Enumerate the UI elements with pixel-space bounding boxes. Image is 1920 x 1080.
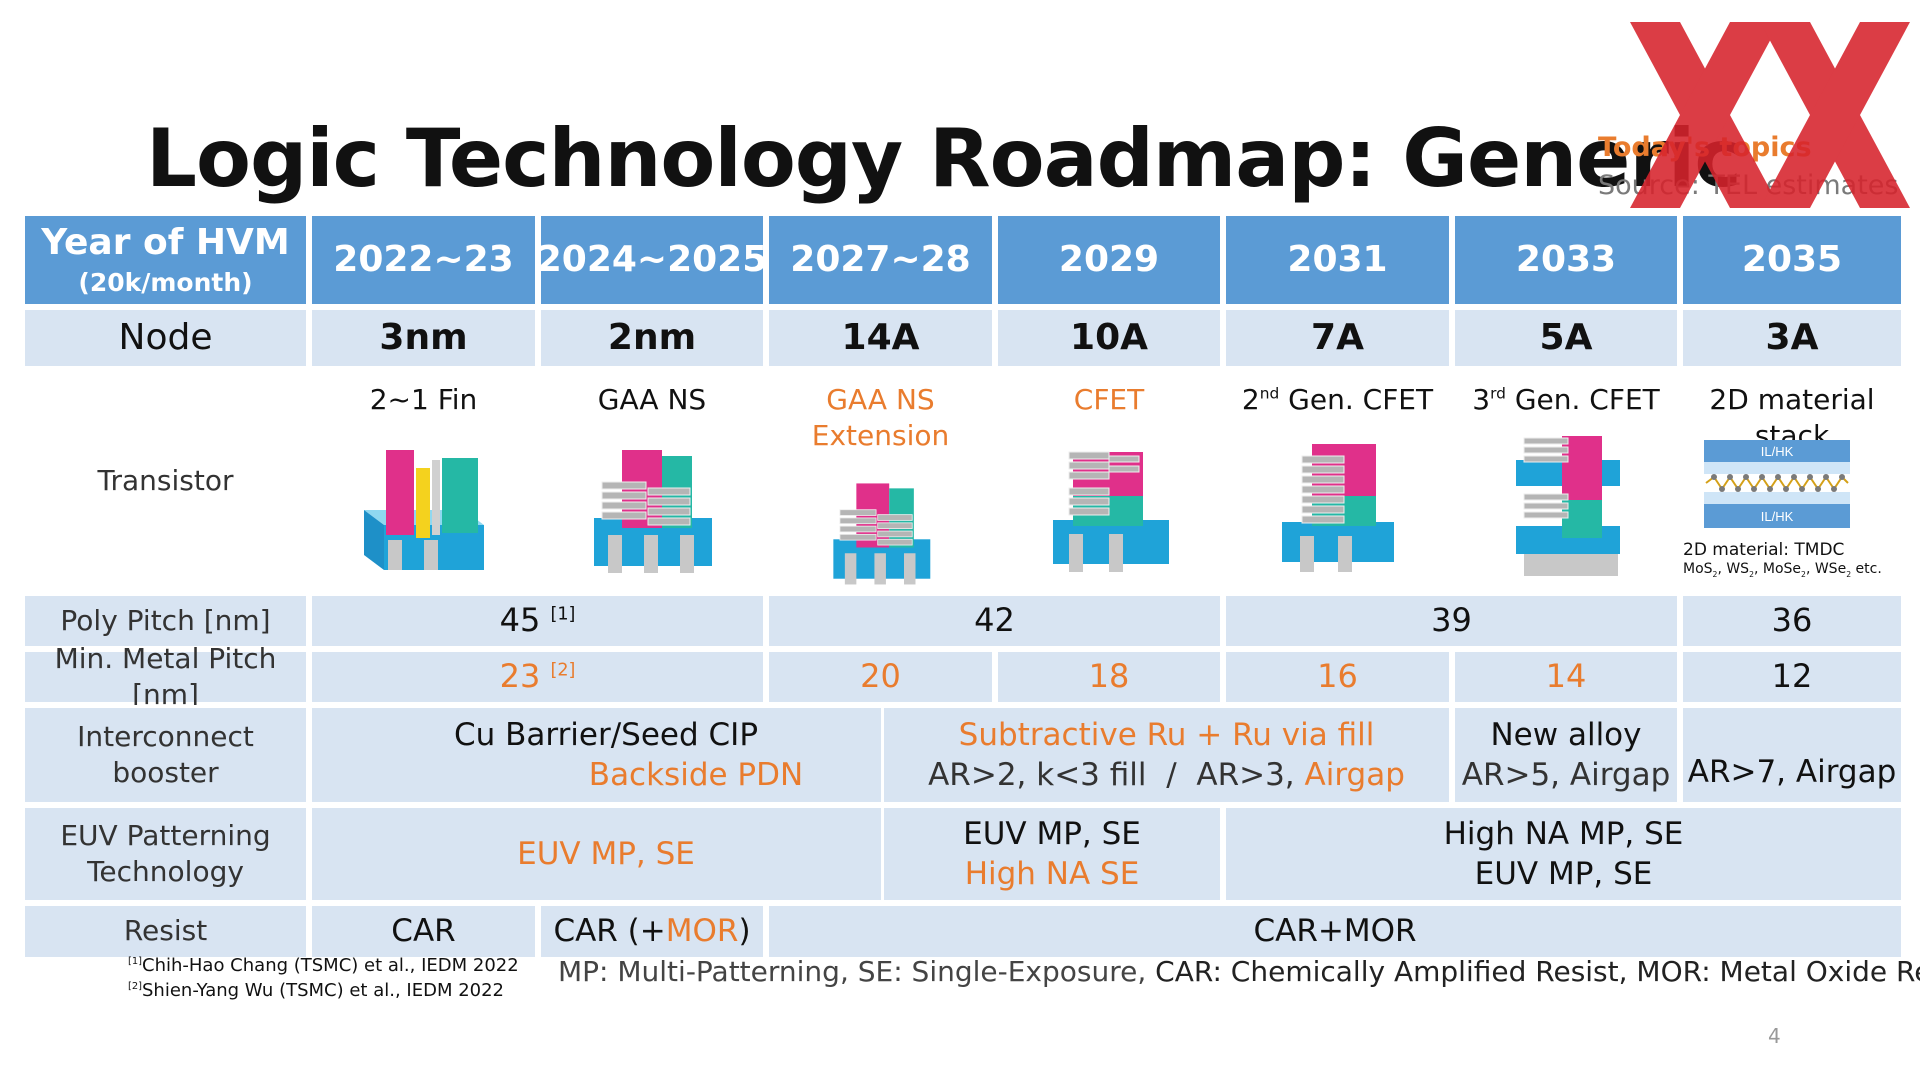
transistor-cell: 3rd Gen. CFET [1452,369,1680,593]
resist-value: CAR (+MOR) [538,903,766,960]
roadmap-table: Year of HVM (20k/month) 2022~23 2024~202… [22,213,1904,960]
xx-logo-icon [1630,22,1910,208]
footnote: [1]Chih-Hao Chang (TSMC) et al., IEDM 20… [128,955,519,976]
metal-pitch-label: Min. Metal Pitch [nm] [22,642,309,711]
year-header: 2022~23 [309,213,538,307]
transistor-cell: 2~1 Fin [309,369,538,593]
node-value: 2nm [538,307,766,369]
interconnect-text: Backside PDN [588,757,804,793]
node-value: 7A [1223,307,1452,369]
interconnect-text: AR>7, Airgap [1687,753,1897,790]
poly-pitch-value: 36 [1680,593,1904,649]
euv-text: EUV MP, SE [963,815,1141,852]
interconnect-text: AR>5, Airgap [1461,757,1671,793]
resist-value: CAR [309,903,538,960]
transistor-name: GAA NS Extension [811,383,950,453]
transistor-cell: 2nd Gen. CFET [1223,369,1452,593]
page-number: 4 [1768,1024,1781,1048]
material-note: 2D material: TMDC MoS2, WS2, MoSe2, WSe2… [1683,540,1882,580]
header-label: Year of HVM [41,222,290,264]
metal-pitch-value: 16 [1223,649,1452,705]
interconnect-label: Interconnect booster [22,705,309,805]
finfet-diagram-icon [363,450,484,571]
cfet-diagram-icon [1053,451,1169,573]
transistor-cell: CFET [995,369,1223,593]
euv-text: High NA SE [964,856,1140,892]
metal-pitch-value: 18 [995,649,1223,705]
year-header: 2031 [1223,213,1452,307]
year-header: 2029 [995,213,1223,307]
header-sublabel: (20k/month) [78,268,253,298]
resist-label: Resist [22,903,309,960]
poly-pitch-label: Poly Pitch [nm] [22,593,309,649]
euv-text: High NA MP, SE [1443,815,1684,852]
gaa-nanosheet-diagram-icon [594,450,712,574]
gaa-nanosheet-extension-diagram-icon [832,483,930,585]
node-value: 5A [1452,307,1680,369]
transistor-name: 2~1 Fin [369,383,478,416]
abbreviation-legend: MP: Multi-Patterning, SE: Single-Exposur… [558,955,1920,988]
transistor-cell: GAA NS Extension [766,369,995,593]
metal-pitch-value: 20 [766,649,995,705]
transistor-cell: GAA NS [538,369,766,593]
transistor-name: GAA NS [597,383,707,416]
cfet-3rd-gen-diagram-icon [1516,436,1620,577]
resist-value: CAR+MOR [766,903,1904,960]
interconnect-text: Cu Barrier/Seed CIP [453,716,759,753]
transistor-name: 2nd Gen. CFET [1241,383,1434,416]
year-header: 2035 [1680,213,1904,307]
interconnect-text: Airgap [1304,757,1405,793]
euv-cell: EUV MP, SE [309,805,903,903]
transistor-name: 3rd Gen. CFET [1472,383,1660,416]
header-label-cell: Year of HVM (20k/month) [22,213,309,307]
euv-cell: EUV MP, SE High NA SE [881,805,1223,903]
poly-pitch-value: 45 [1] [309,593,766,649]
transistor-name: CFET [1073,383,1145,416]
euv-cell: High NA MP, SE EUV MP, SE [1223,805,1904,903]
metal-pitch-value: 12 [1680,649,1904,705]
cfet-2nd-gen-diagram-icon [1281,444,1394,573]
poly-pitch-value: 39 [1223,593,1680,649]
node-value: 3nm [309,307,538,369]
year-header: 2024~2025 [537,213,767,307]
metal-pitch-value: 23 [2] [309,649,766,705]
poly-pitch-value: 42 [766,593,1223,649]
interconnect-text: Subtractive Ru + Ru via fill [958,716,1375,753]
interconnect-text: AR>2, k<3 fill / AR>3, [928,757,1305,793]
node-value: 10A [995,307,1223,369]
2d-material-stack-diagram-icon: IL/HK IL/HK [1704,440,1850,528]
transistor-label: Transistor [22,369,309,593]
interconnect-cell: New alloy AR>5, Airgap [1452,705,1680,805]
interconnect-text: New alloy [1490,716,1642,753]
material-layer-label-top: IL/HK [1761,444,1794,459]
interconnect-cell: AR>7, Airgap [1680,705,1904,805]
year-header: 2033 [1452,213,1680,307]
interconnect-cell: Cu Barrier/Seed CIP Backside PDN [309,705,903,805]
year-header: 2027~28 [766,213,995,307]
interconnect-cell: Subtractive Ru + Ru via fill AR>2, k<3 f… [881,705,1452,805]
node-label: Node [22,307,309,369]
node-value: 3A [1680,307,1904,369]
euv-text: EUV MP, SE [1474,856,1653,892]
material-layer-label-bottom: IL/HK [1761,509,1794,524]
slide-title: Logic Technology Roadmap: Generic [146,112,1742,205]
metal-pitch-value: 14 [1452,649,1680,705]
node-value: 14A [766,307,995,369]
euv-label: EUV Patterning Technology [22,805,309,903]
footnote: [2]Shien-Yang Wu (TSMC) et al., IEDM 202… [128,980,505,1001]
